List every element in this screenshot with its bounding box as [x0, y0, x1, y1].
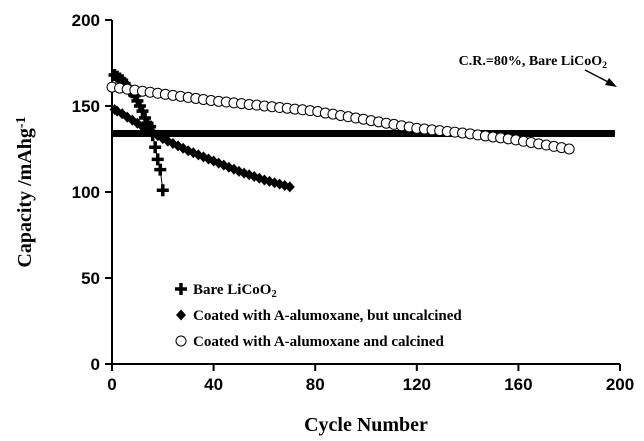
arrow-head	[605, 78, 617, 87]
point	[563, 143, 575, 155]
legend-marker	[175, 335, 187, 347]
x-tick-label: 80	[306, 375, 325, 394]
x-tick-label: 120	[403, 375, 431, 394]
x-tick-label: 160	[504, 375, 532, 394]
point	[122, 111, 133, 123]
y-tick-label: 50	[81, 269, 100, 288]
legend-marker	[176, 309, 186, 321]
reference-label: C.R.=80%, Bare LiCoO2	[459, 54, 607, 71]
legend-marker	[175, 283, 187, 295]
x-tick-label: 0	[107, 375, 116, 394]
y-tick-label: 100	[72, 183, 100, 202]
y-tick-label: 200	[72, 11, 100, 30]
y-tick-label: 150	[72, 97, 100, 116]
legend-label: Bare LiCoO2	[193, 282, 277, 300]
point	[156, 184, 169, 197]
x-tick-label: 200	[606, 375, 634, 394]
x-tick-label: 40	[204, 375, 223, 394]
point	[136, 105, 149, 118]
point	[284, 181, 295, 193]
point	[151, 153, 164, 166]
y-axis-title: Capacity /mAhg-1	[14, 116, 36, 267]
x-axis-title: Cycle Number	[304, 414, 428, 436]
legend-label: Coated with A-alumoxane and calcined	[193, 334, 445, 350]
y-tick-label: 0	[91, 355, 100, 374]
point	[149, 141, 162, 154]
legend-label: Coated with A-alumoxane, but uncalcined	[193, 308, 462, 324]
point	[154, 163, 167, 176]
